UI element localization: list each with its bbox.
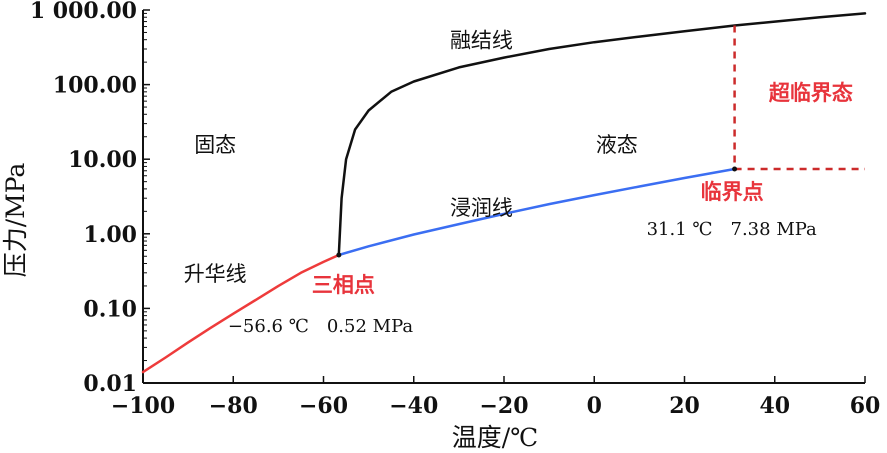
y-axis-title: 压力/MPa (1, 163, 30, 278)
series-融结线 (337, 12, 867, 257)
x-tick-label: 20 (669, 393, 700, 419)
x-tick-label: −40 (389, 393, 438, 419)
annotation-vapor: 浸润线 (450, 196, 513, 220)
critical-point-label: 临界点 (701, 179, 764, 204)
series-浸润线 (337, 167, 736, 257)
triple-point-label: 三相点 (312, 272, 375, 297)
y-tick-label: 100.00 (53, 73, 137, 99)
annotation-sublimation: 升华线 (184, 262, 247, 286)
y-tick-label: 0.10 (83, 296, 137, 322)
y-tick-label: 0.01 (83, 371, 137, 397)
y-ticks: 0.01 0.10 1.00 10.00 100.00 1 000.00 (30, 0, 150, 397)
series-升华线 (141, 253, 341, 374)
x-tick-label: −60 (299, 393, 348, 419)
x-tick-label: −20 (479, 393, 528, 419)
annotation-solid: 固态 (194, 133, 236, 157)
point-临界点 (732, 166, 738, 172)
y-tick-label: 1 000.00 (30, 0, 137, 24)
x-tick-label: 60 (850, 393, 881, 419)
annotation-liquid: 液态 (596, 133, 638, 157)
critical-point-value: 31.1 ℃ 7.38 MPa (647, 219, 817, 240)
y-tick-label: 1.00 (83, 222, 137, 248)
x-tick-label: 40 (759, 393, 790, 419)
x-tick-label: −80 (209, 393, 258, 419)
y-tick-label: 10.00 (68, 147, 137, 173)
x-axis-title: 温度/℃ (452, 423, 538, 452)
annotation-supercritical: 超临界态 (769, 80, 853, 105)
point-三相点 (336, 252, 342, 258)
x-tick-label: −100 (111, 393, 175, 419)
x-ticks: −100 −80 −60 −40 −20 0 20 40 60 (111, 376, 880, 419)
x-tick-label: 0 (587, 393, 602, 419)
special-points: 三相点 −56.6 ℃ 0.52 MPa 临界点 31.1 ℃ 7.38 MPa (228, 166, 817, 337)
triple-point-value: −56.6 ℃ 0.52 MPa (228, 316, 414, 337)
annotation-fusion: 融结线 (450, 29, 513, 53)
series-lines (141, 12, 867, 374)
